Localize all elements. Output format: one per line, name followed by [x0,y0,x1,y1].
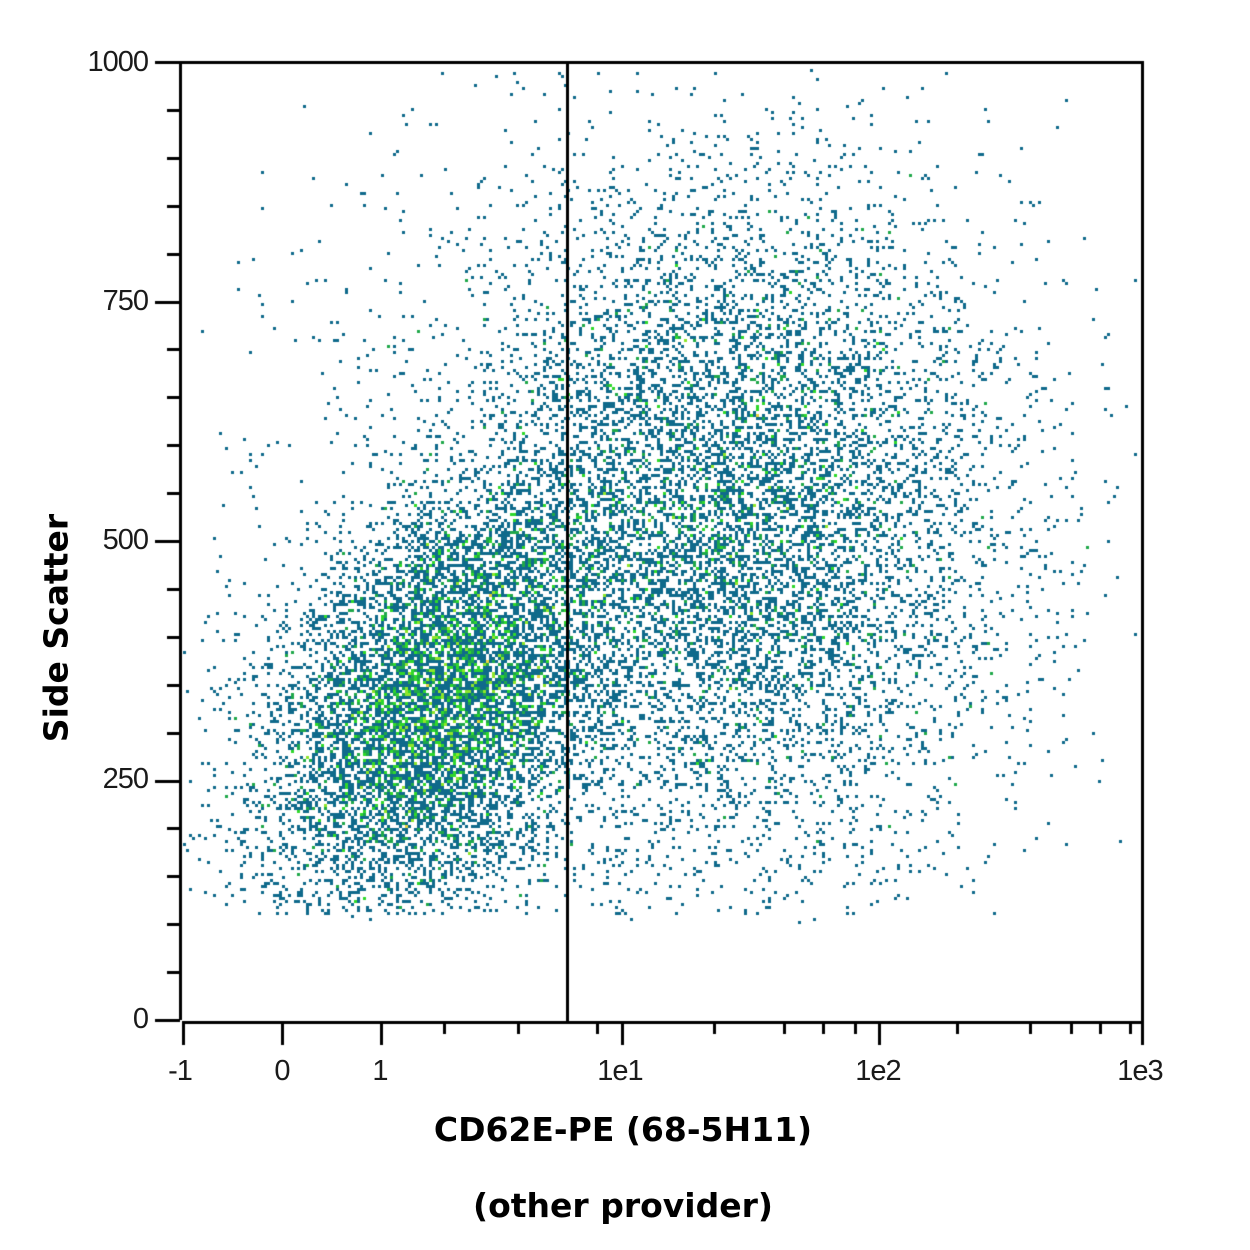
x-tick-label-1e1: 1e1 [597,1055,643,1087]
y-tick-label-750: 750 [102,285,149,317]
x-tick-label-neg1: -1 [168,1055,193,1087]
y-tick-label-250: 250 [102,763,149,795]
x-tick-label-1: 1 [372,1055,388,1087]
y-tick-label-1000: 1000 [87,46,149,78]
y-tick-label-500: 500 [102,524,149,556]
y-tick-label-0: 0 [132,1003,149,1035]
x-tick-label-0: 0 [274,1055,290,1087]
x-axis-title: CD62E-PE (68-5H11) [433,1110,813,1149]
x-tick-label-1e3: 1e3 [1117,1055,1163,1087]
y-axis-title: Side Scatter [36,513,76,743]
x-axis-subtitle: (other provider) [473,1186,773,1225]
x-tick-label-1e2: 1e2 [855,1055,901,1087]
